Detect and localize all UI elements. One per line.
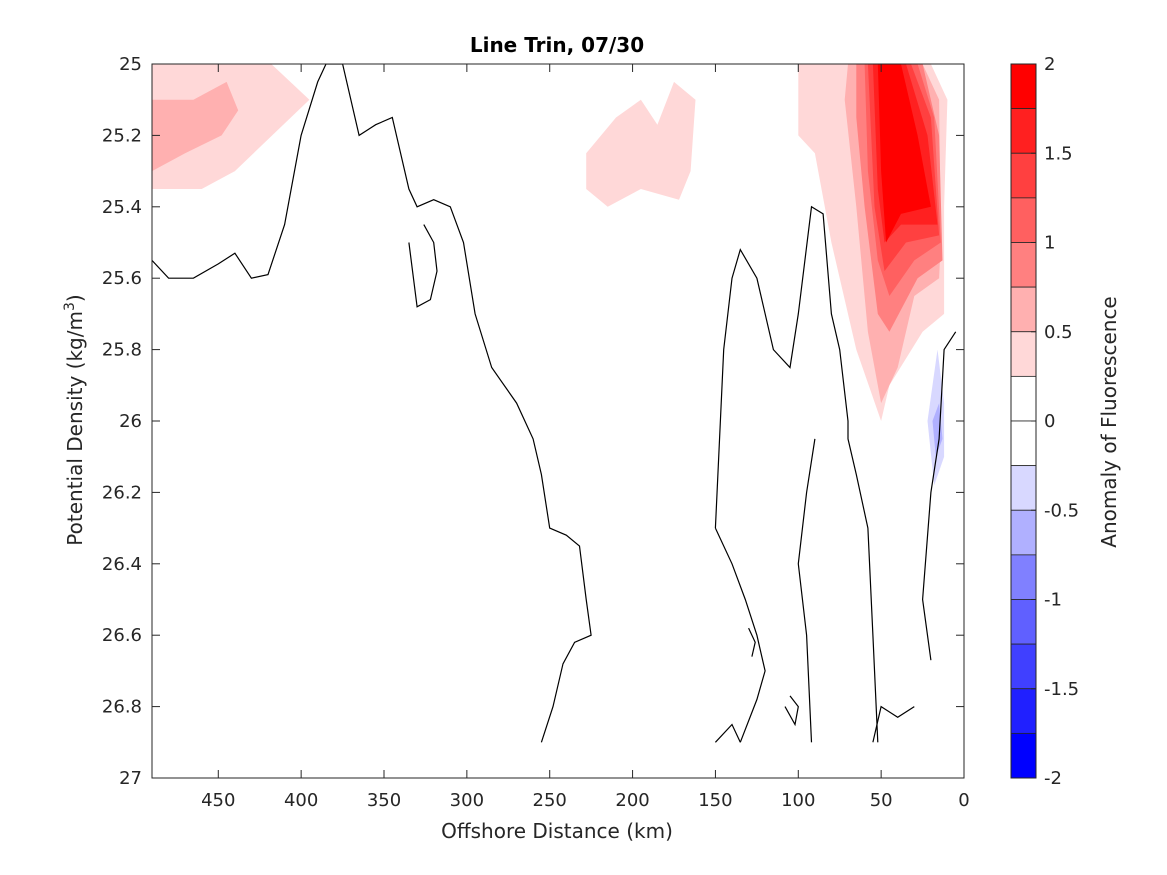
colorbar-tick-label: -0.5 [1044,500,1079,521]
colorbar-tick-label: -2 [1044,768,1062,789]
y-tick-label: 25.8 [102,340,142,361]
colorbar-tick-label: 0 [1044,411,1055,432]
y-tick-label: 25.4 [102,197,142,218]
x-axis-title: Offshore Distance (km) [441,819,673,843]
colorbar-swatch-8 [1010,420,1037,467]
colorbar-swatch-7 [1010,375,1037,422]
filled-contour-region-0 [152,64,310,189]
zero-contour-line-7 [797,438,816,743]
colorbar-title: Anomaly of Fluorescence [1097,296,1121,547]
y-tick-label: 26.8 [102,697,142,718]
colorbar-swatch-14 [1010,688,1037,734]
colorbar-swatch-11 [1010,554,1037,600]
colorbar-tick-label: 2 [1044,54,1055,75]
y-axis-title-superscript: 3 [62,302,78,311]
x-tick-label: 0 [958,790,969,811]
y-tick-label: 27 [119,768,142,789]
y-tick-label: 26.6 [102,625,142,646]
plot-area [152,64,964,778]
y-axis-title: Potential Density (kg/m3) [62,294,87,545]
x-tick-label: 100 [781,790,815,811]
colorbar-swatch-15 [1010,732,1037,779]
colorbar-swatch-3 [1010,197,1037,243]
colorbar-tick-label: 1.5 [1044,143,1073,164]
colorbar-tick-label: -1.5 [1044,679,1079,700]
colorbar-swatch-9 [1010,465,1037,511]
colorbar: 2 1.5 1 0.5 0 -0.5 -1 -1.5 -2 [1010,54,1079,789]
y-tick-label: 26 [119,411,142,432]
colorbar-tick-label: 0.5 [1044,322,1073,343]
colorbar-swatch-0 [1010,63,1037,110]
zero-contour-line-3 [714,527,766,743]
y-tick-label: 25 [119,54,142,75]
zero-contour-line-1 [408,224,438,308]
x-tick-label: 300 [450,790,484,811]
colorbar-swatch-10 [1010,509,1037,556]
zero-contour-line-6 [784,695,799,727]
x-tick-label: 200 [615,790,649,811]
zero-contour-line-9 [921,331,957,661]
x-tick-label: 150 [698,790,732,811]
zero-contour-line-5 [748,627,756,657]
y-axis-title-suffix: ) [63,294,87,302]
colorbar-swatch-13 [1010,643,1037,690]
x-tick-label: 250 [533,790,567,811]
filled-contours [152,64,948,486]
y-axis-title-main: Potential Density (kg/m [63,311,87,546]
colorbar-tick-label: -1 [1044,590,1062,611]
y-tick-label: 25.6 [102,268,142,289]
colorbar-swatch-4 [1010,242,1037,288]
zero-contour-line-8 [872,705,915,743]
axes: 450 400 350 300 250 200 150 100 50 0 25 25.2 25.4 25.… [102,54,970,811]
y-tick-label: 26.4 [102,554,142,575]
colorbar-swatch-12 [1010,599,1037,645]
zero-contour-line-2 [714,723,741,743]
x-tick-label: 450 [201,790,235,811]
x-tick-label: 50 [870,790,893,811]
y-tick-label: 26.2 [102,482,142,503]
chart-title: Line Trin, 07/30 [470,33,644,57]
zero-contour-line-4 [714,205,879,743]
colorbar-tick-label: 1 [1044,233,1055,254]
filled-contour-region-2 [586,81,696,207]
zero-contour-lines [152,64,957,743]
y-tick-label: 25.2 [102,125,142,146]
zero-contour-line-0 [152,64,592,743]
colorbar-swatch-5 [1010,286,1037,333]
colorbar-swatch-2 [1010,152,1037,199]
colorbar-swatch-1 [1010,108,1037,154]
filled-contour-region-1 [152,81,239,172]
x-tick-label: 400 [284,790,318,811]
x-tick-label: 350 [367,790,401,811]
filled-contour-region-9 [877,64,931,243]
colorbar-swatch-6 [1010,331,1037,377]
